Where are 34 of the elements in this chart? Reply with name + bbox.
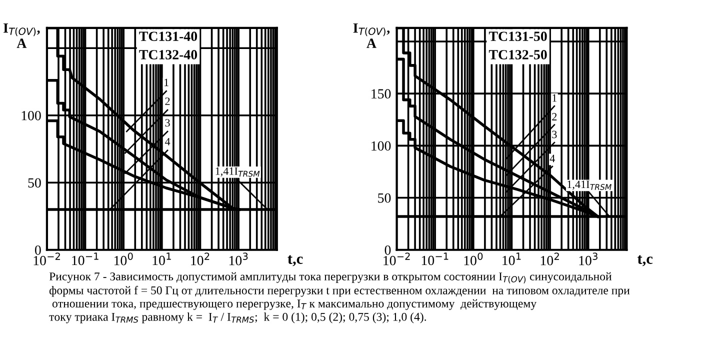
x-tick-label: 10$^{2}$ [191, 252, 210, 266]
x-tick-label: 10$^{1}$ [152, 252, 171, 266]
series-label: 2 [165, 98, 170, 105]
y-tick-label: 100 [372, 141, 391, 151]
series-label: 1,41I$_{TRSM}$ [568, 180, 612, 190]
y-tick-label: 50 [378, 193, 391, 203]
series-label: 4 [164, 138, 170, 146]
y-axis-title: I$_{T(OV)}$, A [4, 23, 40, 48]
y-axis-title: I$_{T(OV)}$, A [353, 23, 390, 48]
series-label: 1 [164, 78, 168, 86]
series-label: 2 [552, 113, 557, 120]
y-tick-label: 50 [28, 178, 41, 188]
y-tick-label: 150 [372, 89, 391, 99]
x-tick-label: 10$^{0}$ [114, 252, 133, 266]
x-tick-label: 10$^{3}$ [229, 252, 248, 266]
y-tick-label: 0 [34, 245, 41, 255]
x-tick-label: 10$^{0}$ [464, 252, 483, 266]
series-label: 3 [165, 119, 170, 127]
x-tick-label: 10$^{−1}$ [422, 252, 448, 266]
x-tick-label: 10$^{3}$ [579, 252, 598, 266]
y-tick-label: 100 [22, 110, 41, 120]
annotation: TC131-40 TC132-40 [139, 32, 198, 60]
series-label: 3 [552, 130, 557, 138]
series-label: 4 [550, 154, 555, 162]
x-axis-title: t,c [288, 255, 303, 266]
y-tick-label: 0 [384, 245, 391, 255]
text: Рисунок 7 - Зависимость допустимой амплитуды тока перегрузки в открытом состоянии I$_{T(OV)}$ синусоидальной формы частотой f = 50 Гц от длительности перегрузки t при естественном охлаждении на типовом охладителе при отношении тока, предшествующего перегрузке, I$_{T}$ к максимально допустимому действующему току триака I$_{TRMS}$ равному k = I$_{T}$ / I$_{TRMS}$; k = 0 (1); 0,5 (2); 0,75 (3); 1,0 (4). [49, 272, 630, 324]
x-axis-title: t,c [637, 255, 653, 266]
x-tick-label: 10$^{1}$ [502, 252, 521, 266]
x-tick-label: 10$^{−1}$ [72, 252, 98, 266]
series-label: 1,41I$_{TRSM}$ [216, 167, 260, 177]
series-label: 1 [552, 94, 557, 102]
annotation: TC131-50 TC132-50 [488, 32, 547, 60]
x-tick-label: 10$^{2}$ [540, 252, 559, 266]
